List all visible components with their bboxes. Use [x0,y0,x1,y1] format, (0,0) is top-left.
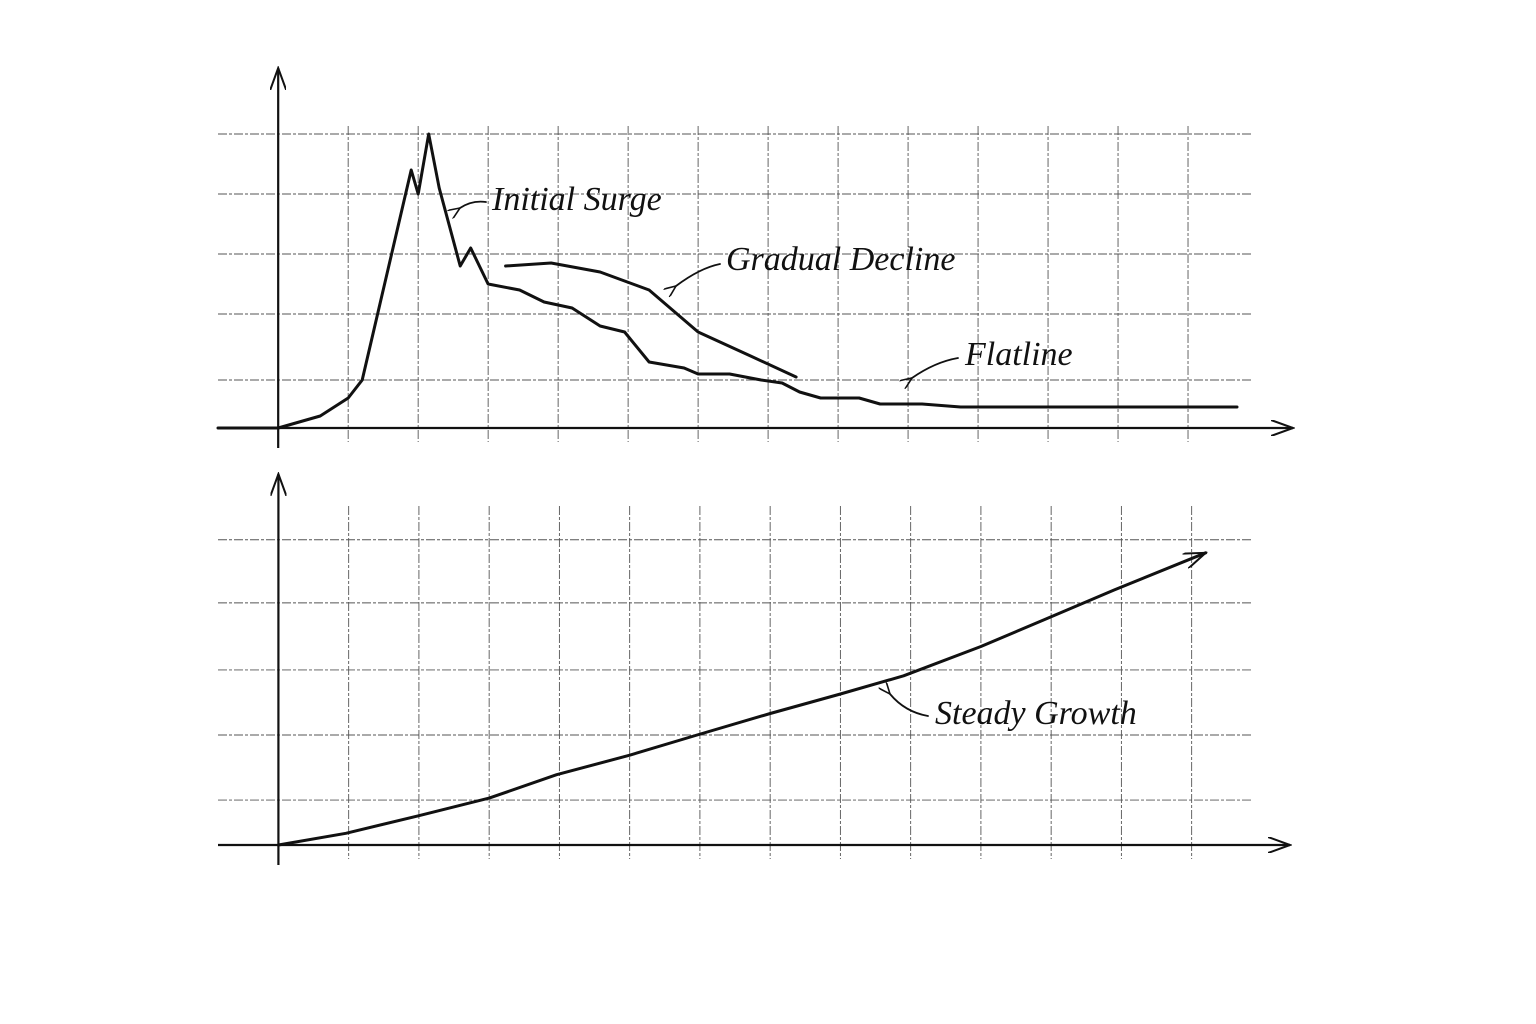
annotation: Flatline [964,336,1073,373]
annotation: Initial Surge [491,181,662,218]
annotation-arrow [676,263,721,286]
data-line [276,551,1205,847]
annotation: Gradual Decline [726,241,955,278]
panel: Initial Surge Gradual Decline Flatline [216,68,1293,448]
data-line [216,132,1239,430]
annotation-arrow [890,694,929,717]
annotation-arrow [460,200,487,208]
panel: Steady Growth [218,474,1290,865]
annotation: Steady Growth [935,695,1137,732]
annotation-arrow [912,357,959,378]
data-line [504,261,798,379]
